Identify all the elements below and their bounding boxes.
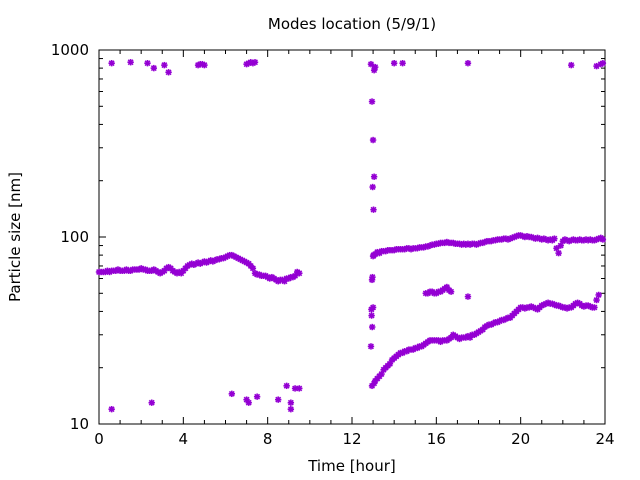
data-point — [367, 60, 375, 68]
x-tick-label: 16 — [427, 430, 446, 448]
data-point — [369, 323, 376, 331]
data-point — [399, 59, 406, 67]
data-point — [287, 399, 295, 406]
x-tick-label: 8 — [263, 430, 273, 448]
data-point — [369, 136, 377, 144]
data-point — [464, 293, 472, 300]
data-point — [245, 399, 252, 406]
x-tick-label: 12 — [342, 430, 361, 448]
chart-title: Modes location (5/9/1) — [268, 15, 436, 33]
data-point — [127, 59, 134, 66]
data-point — [296, 270, 303, 277]
data-point — [249, 265, 257, 272]
data-point — [568, 61, 575, 69]
y-axis-title: Particle size [nm] — [6, 172, 24, 302]
data-point — [367, 343, 375, 350]
data-point — [370, 173, 378, 180]
data-point — [464, 59, 472, 67]
data-points — [95, 59, 607, 413]
data-point — [595, 291, 602, 299]
data-point — [108, 405, 115, 413]
data-point — [201, 61, 208, 69]
x-tick-label: 24 — [595, 430, 614, 448]
data-point — [599, 59, 607, 67]
x-tick-label: 0 — [94, 430, 104, 448]
data-point — [370, 206, 377, 213]
data-point — [369, 273, 376, 281]
data-point — [369, 304, 377, 311]
data-point — [591, 304, 598, 311]
data-point — [108, 59, 115, 67]
x-tick-label: 20 — [511, 430, 530, 448]
data-point — [165, 69, 172, 76]
x-axis: 0 4 8 12 16 20 24 — [94, 50, 615, 448]
data-point — [275, 396, 282, 403]
data-point — [390, 59, 398, 67]
data-point — [144, 59, 151, 67]
data-point — [296, 385, 303, 392]
data-point — [555, 249, 562, 257]
data-point — [370, 251, 377, 259]
data-point — [251, 59, 259, 66]
data-point — [369, 183, 376, 191]
data-point — [371, 63, 379, 71]
y-tick-label: 1000 — [51, 41, 89, 59]
data-point — [593, 296, 600, 304]
data-point — [253, 393, 261, 400]
data-point — [287, 405, 295, 413]
y-axis: 10 100 1000 — [51, 41, 605, 433]
x-axis-title: Time [hour] — [307, 457, 396, 475]
data-point — [148, 399, 155, 406]
data-point — [368, 98, 376, 105]
data-point — [228, 390, 236, 398]
data-point — [368, 312, 375, 319]
data-point — [150, 64, 158, 72]
y-tick-label: 10 — [70, 415, 89, 433]
data-point — [161, 61, 168, 69]
data-point — [447, 288, 455, 295]
y-tick-label: 100 — [60, 228, 89, 246]
data-point — [283, 382, 290, 390]
data-point — [551, 235, 558, 242]
data-point — [599, 236, 607, 243]
x-tick-label: 4 — [179, 430, 189, 448]
